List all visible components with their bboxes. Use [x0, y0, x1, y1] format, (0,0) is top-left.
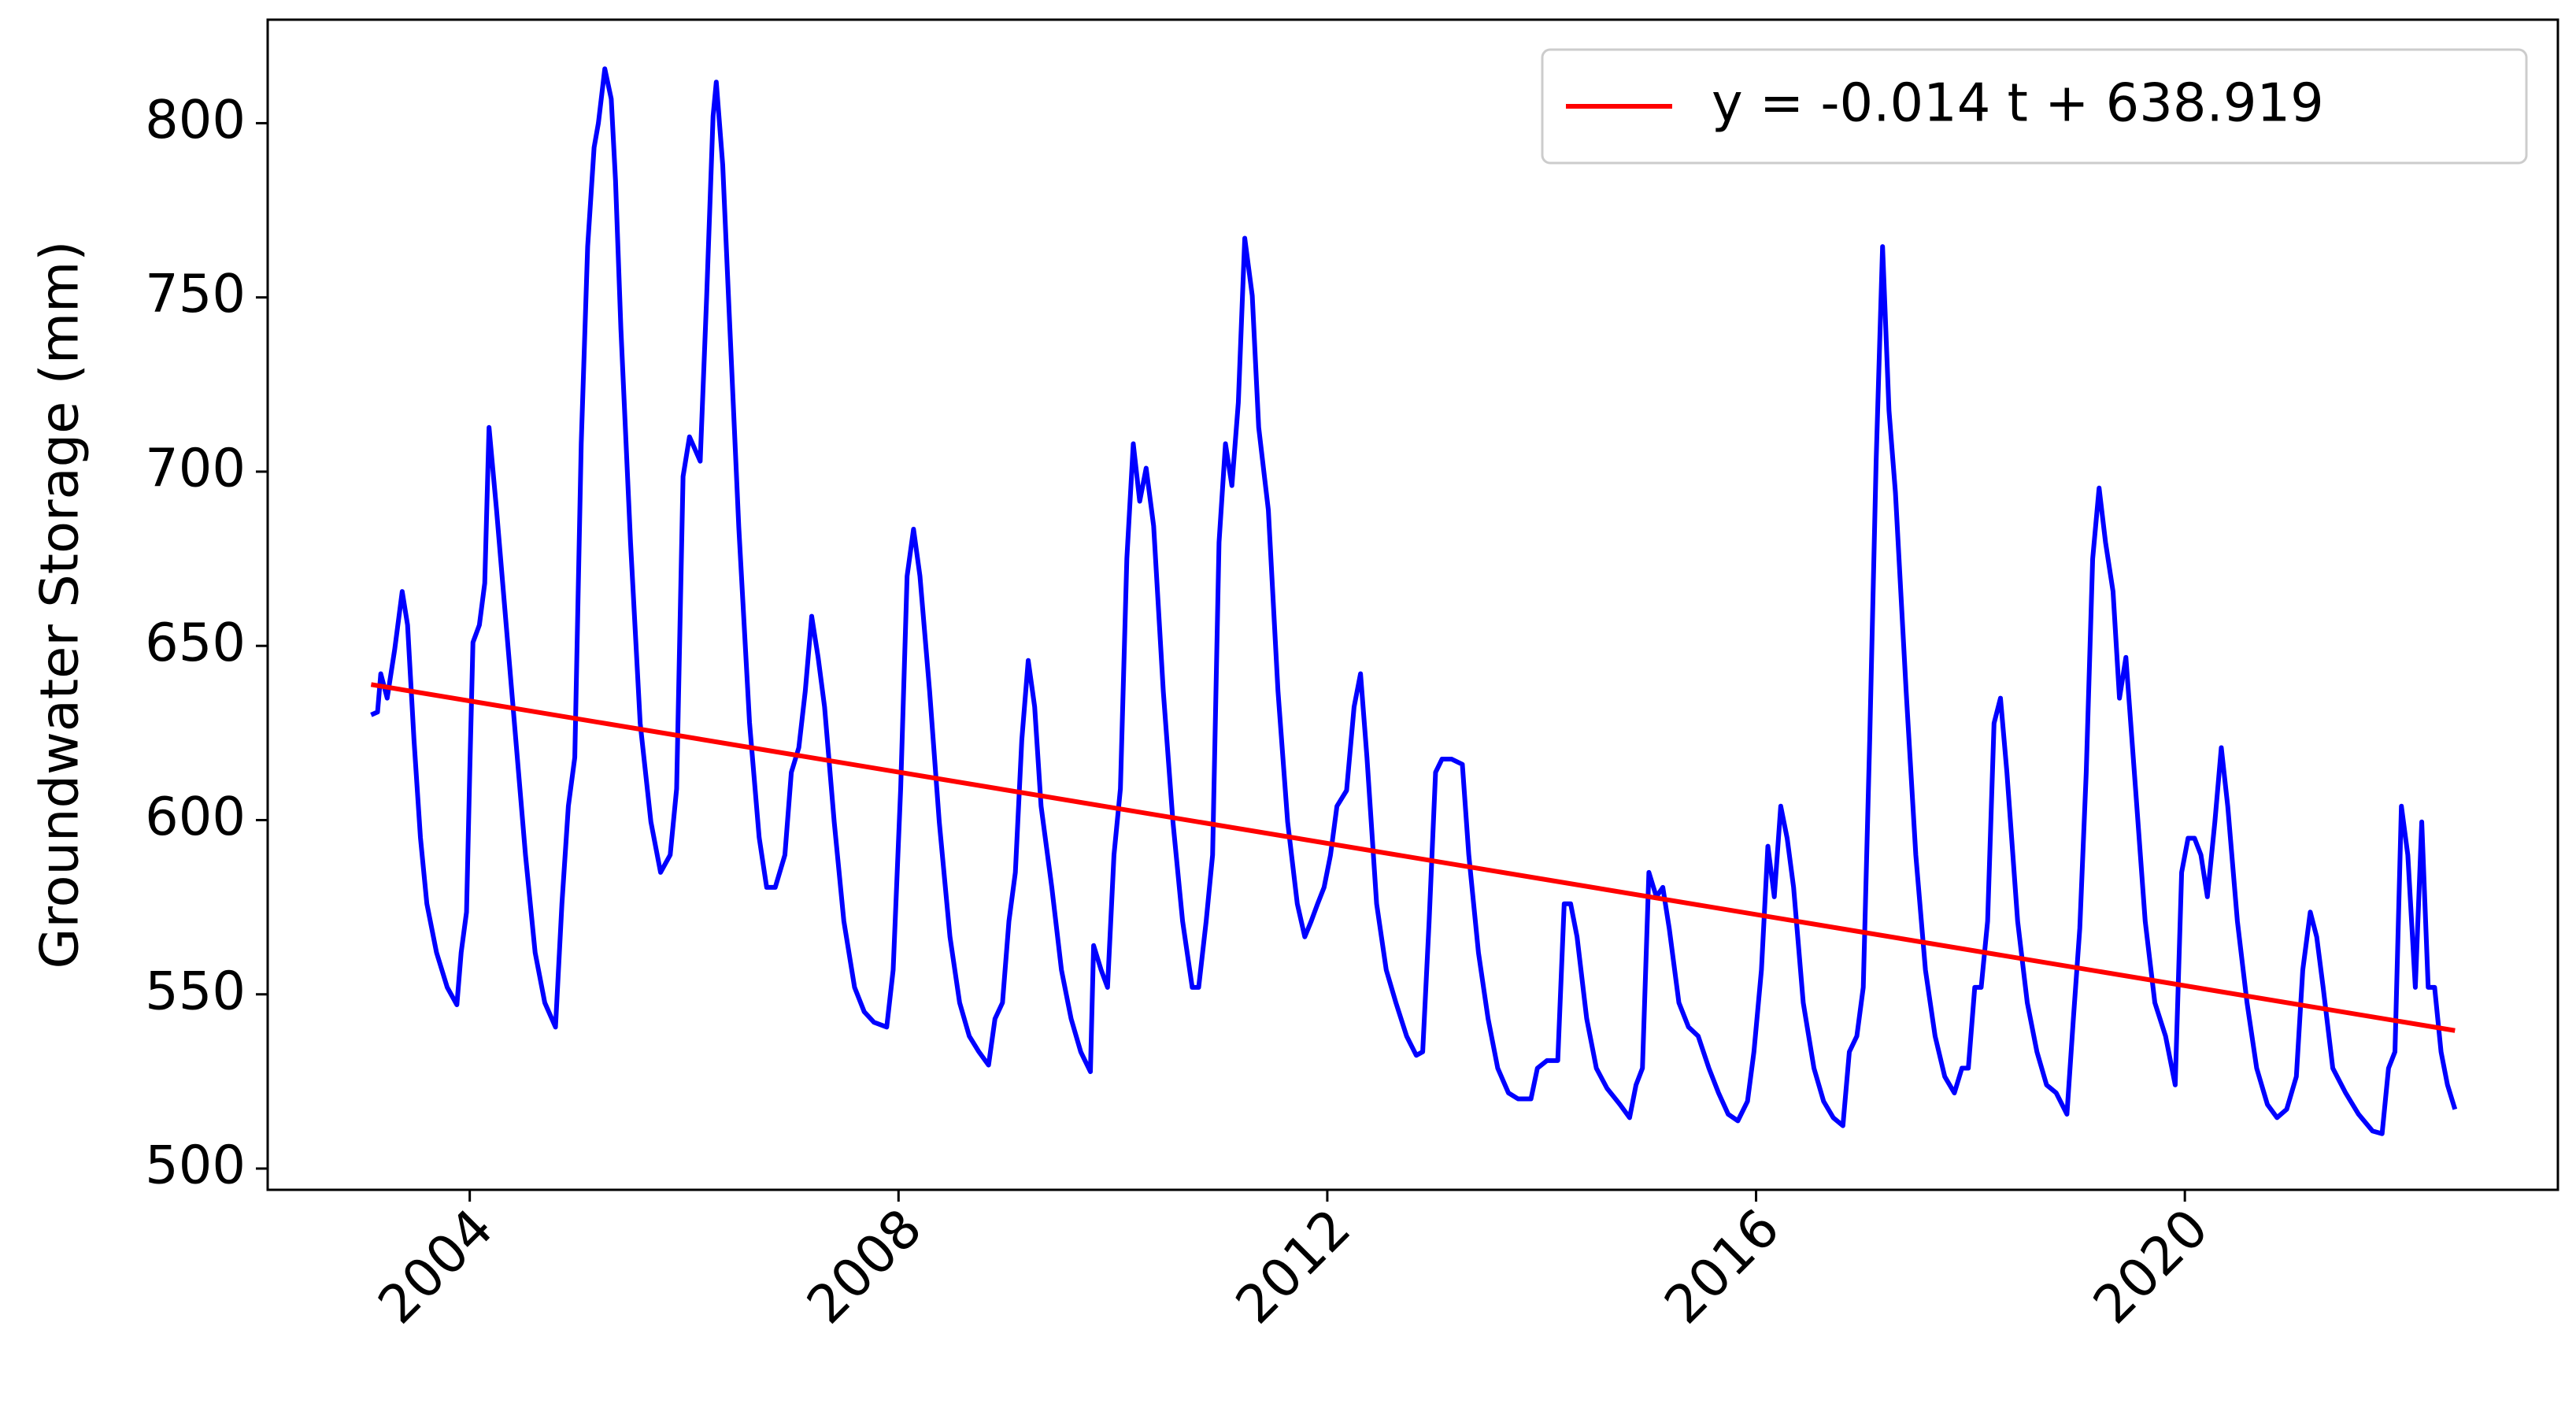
- y-tick-label: 700: [145, 438, 246, 499]
- legend-box: [1541, 48, 2528, 165]
- x-tick-label: 2008: [795, 1197, 934, 1335]
- plot-frame: [266, 18, 2559, 1191]
- y-axis-label: Groundwater Storage (mm): [29, 241, 91, 969]
- data-line: [370, 66, 2458, 1136]
- y-tick-label: 750: [145, 263, 246, 324]
- x-tick-label: 2012: [1224, 1197, 1363, 1335]
- data-line: [370, 682, 2456, 1033]
- x-tick-label: 2016: [1653, 1197, 1791, 1335]
- y-tick-label: 550: [145, 960, 246, 1021]
- legend-label: y = -0.014 t + 638.919: [1712, 72, 2324, 134]
- y-tick-label: 500: [145, 1135, 246, 1196]
- x-tick-label: 2020: [2082, 1197, 2220, 1335]
- y-tick-label: 800: [145, 89, 246, 150]
- x-tick-label: 2004: [366, 1197, 505, 1335]
- y-tick-label: 600: [145, 786, 246, 847]
- y-tick-label: 650: [145, 612, 246, 673]
